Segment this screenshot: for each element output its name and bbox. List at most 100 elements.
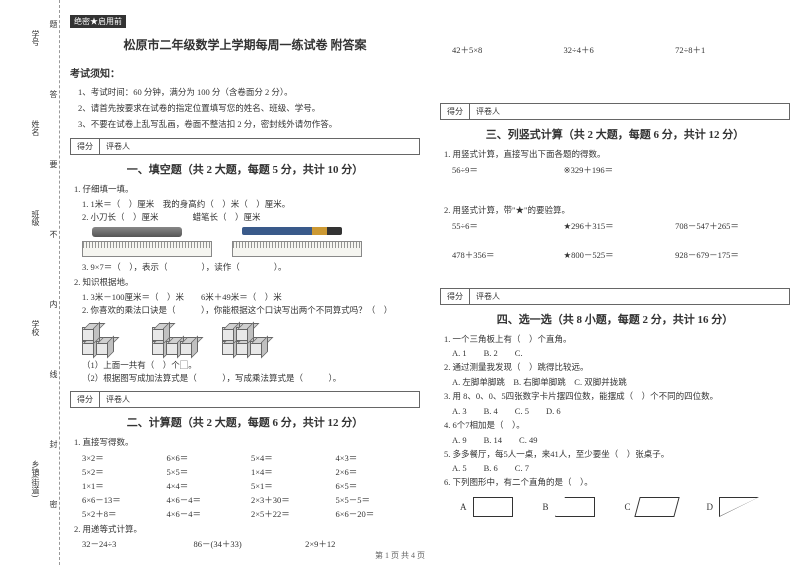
choices: A. 左脚单脚跳 B. 右脚单脚跳 C. 双脚并拢跳 [452, 376, 790, 388]
right-column: 42＋5×8 32÷4＋6 72÷8＋1 得分 评卷人 三、列竖式计算（共 2 … [440, 15, 790, 545]
cube-group [82, 320, 132, 355]
parallelogram-icon [634, 497, 679, 517]
calc-item: 5×4＝ [251, 452, 336, 464]
section-3-title: 三、列竖式计算（共 2 大题，每题 6 分，共计 12 分） [440, 126, 790, 142]
notice-heading: 考试须知： [70, 65, 420, 80]
notice-item: 3、不要在试卷上乱写乱画，卷面不整洁扣 2 分，密封线外请勿作答。 [78, 118, 420, 130]
calc-item: 5×5＝ [167, 466, 252, 478]
calc-item: 72÷8＋1 [675, 44, 787, 56]
calc-item: 4×3＝ [336, 452, 421, 464]
choices: A. 3 B. 4 C. 5 D. 6 [452, 405, 790, 417]
shape-label: C [625, 502, 631, 512]
question: 2. 通过测量我发现（ ）跳得比较远。 [444, 361, 790, 374]
marker-label: 评卷人 [100, 392, 136, 407]
cube-icon [236, 327, 250, 341]
sub-question: （1）上面一共有（ ）个▢。 [82, 359, 420, 372]
field-student-id: 学号 [30, 30, 41, 46]
calc-item: 6×6＝ [167, 452, 252, 464]
page-content: 绝密★启用前 松原市二年级数学上学期每周一练试卷 附答案 考试须知： 1、考试时… [70, 15, 790, 545]
score-box: 得分 评卷人 [70, 391, 420, 408]
field-town: 乡镇(街道) [30, 460, 41, 497]
calc-item: 5×1＝ [251, 480, 336, 492]
seal-text: 要 [48, 160, 59, 168]
cube-icon [180, 341, 194, 355]
notice-item: 2、请首先按要求在试卷的指定位置填写您的姓名、班级、学号。 [78, 102, 420, 114]
cube-icon [82, 327, 96, 341]
choices: A. 9 B. 14 C. 49 [452, 434, 790, 446]
calc-item: ★800－525＝ [564, 249, 676, 261]
sub-question: 1. 3米－100厘米＝（ ）米 6米＋49米＝（ ）米 [82, 291, 420, 304]
calc-item: 2×3＋30＝ [251, 494, 336, 506]
sub-question: 2. 你喜欢的乘法口诀是（ ），你能根据这个口诀写出两个不同算式吗？（ ） [82, 304, 420, 317]
triangle-icon [719, 497, 759, 517]
seal-text: 内 [48, 300, 59, 308]
calc-item: 42＋5×8 [452, 44, 564, 56]
score-label: 得分 [71, 392, 100, 407]
calc-item: 56÷9＝ [452, 164, 564, 176]
calc-grid: 55÷6＝ ★296＋315＝ 708－547＋265＝ [452, 219, 790, 233]
calc-item: 2×9＋12 [305, 538, 417, 550]
shape-c: C [625, 497, 677, 517]
ruler-figures [82, 227, 420, 257]
calc-item: 86－(34＋33) [194, 538, 306, 550]
sub-question: （2）根据图写成加法算式是（ ），写成乘法算式是（ ）。 [82, 372, 420, 385]
secret-label: 绝密★启用前 [70, 15, 126, 28]
calc-item: 2×5＋22＝ [251, 508, 336, 520]
marker-label: 评卷人 [470, 289, 506, 304]
calc-grid: 478＋356＝ ★800－525＝ 928－679－175＝ [452, 248, 790, 262]
cube-icon [222, 327, 236, 341]
score-label: 得分 [71, 139, 100, 154]
exam-title: 松原市二年级数学上学期每周一练试卷 附答案 [70, 36, 420, 53]
seal-text: 封 [48, 440, 59, 448]
section-2-title: 二、计算题（共 2 大题，每题 6 分，共计 12 分） [70, 414, 420, 430]
field-name: 姓名 [30, 120, 41, 136]
calc-grid: 56÷9＝ ※329＋196＝ [452, 163, 790, 177]
field-class: 班级 [30, 210, 41, 226]
seal-text: 答 [48, 90, 59, 98]
question: 2. 知识根据地。 [74, 276, 420, 289]
calc-item: 32－24÷3 [82, 538, 194, 550]
cube-icon [250, 341, 264, 355]
calc-item: 3×2＝ [82, 452, 167, 464]
score-box: 得分 评卷人 [70, 138, 420, 155]
question: 1. 用竖式计算，直接写出下面各题的得数。 [444, 148, 790, 161]
shape-label: D [707, 502, 714, 512]
calc-item: 32÷4＋6 [564, 44, 676, 56]
calc-item: 5×2＝ [82, 466, 167, 478]
calc-item: 5×5－5＝ [336, 494, 421, 506]
seal-text: 题 [48, 20, 59, 28]
calc-item: 1×4＝ [251, 466, 336, 478]
left-column: 绝密★启用前 松原市二年级数学上学期每周一练试卷 附答案 考试须知： 1、考试时… [70, 15, 420, 545]
question: 1. 直接写得数。 [74, 436, 420, 449]
sub-question: 2. 小刀长（ ）厘米 蜡笔长（ ）厘米 [82, 211, 420, 224]
notice-item: 1、考试时间：60 分钟，满分为 100 分（含卷面分 2 分）。 [78, 86, 420, 98]
section-4-title: 四、选一选（共 8 小题，每题 2 分，共计 16 分） [440, 311, 790, 327]
score-label: 得分 [441, 104, 470, 119]
seal-text: 密 [48, 500, 59, 508]
cube-icon [166, 341, 180, 355]
sub-question: 1. 1米＝（ ）厘米 我的身高约（ ）米（ ）厘米。 [82, 198, 420, 211]
question: 2. 用递等式计算。 [74, 523, 420, 536]
calc-item: 4×4＝ [167, 480, 252, 492]
calc-item: 478＋356＝ [452, 249, 564, 261]
shape-label: B [543, 502, 549, 512]
calc-item: 708－547＋265＝ [675, 220, 787, 232]
choices: A. 1 B. 2 C. [452, 347, 790, 359]
score-box: 得分 评卷人 [440, 288, 790, 305]
question: 6. 下列图形中，有二个直角的是（ ）。 [444, 476, 790, 489]
section-1-title: 一、填空题（共 2 大题，每题 5 分，共计 10 分） [70, 161, 420, 177]
calc-item: 6×6－13＝ [82, 494, 167, 506]
pencil-icon [242, 227, 342, 235]
marker-label: 评卷人 [100, 139, 136, 154]
question: 4. 6个7相加是（ ）。 [444, 419, 790, 432]
cube-icon [152, 327, 166, 341]
calc-item: 4×6－4＝ [167, 508, 252, 520]
cubes-figures [82, 320, 420, 355]
question: 1. 一个三角板上有（ ）个直角。 [444, 333, 790, 346]
shape-a: A [460, 497, 513, 517]
cube-icon [96, 341, 110, 355]
score-box: 得分 评卷人 [440, 103, 790, 120]
calc-item: 5×2＋8＝ [82, 508, 167, 520]
knife-icon [92, 227, 182, 237]
question: 5. 多多餐厅，每5人一桌，来41人，至少要坐（ ）张桌子。 [444, 448, 790, 461]
